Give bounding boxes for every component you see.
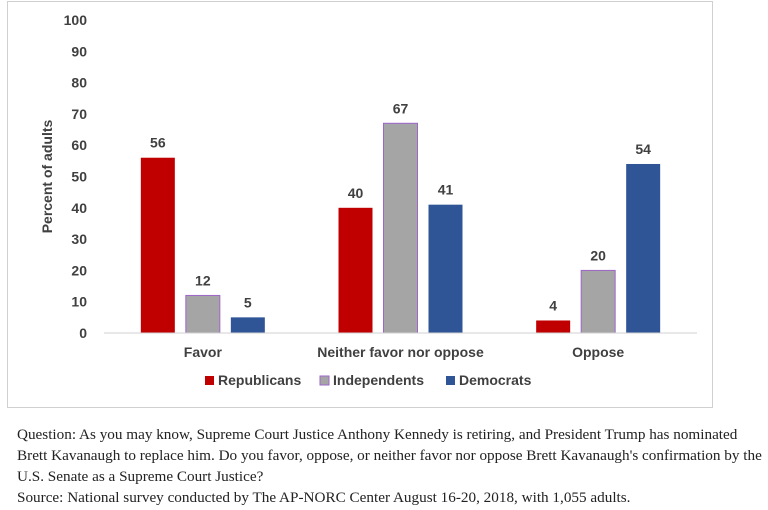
bar	[140, 157, 175, 333]
y-tick-label: 80	[71, 75, 87, 91]
y-tick-label: 60	[71, 137, 87, 153]
legend-swatch	[205, 376, 214, 385]
bar	[536, 320, 571, 333]
legend-label: Democrats	[459, 372, 532, 388]
legend-swatch	[319, 375, 330, 386]
legend-label: Independents	[333, 372, 424, 388]
data-label: 5	[244, 294, 252, 310]
y-tick-label: 90	[71, 43, 87, 59]
chart-caption: Question: As you may know, Supreme Court…	[17, 424, 767, 508]
data-label: 56	[150, 135, 166, 151]
data-label: 54	[635, 141, 651, 157]
legend: Republicans Independents Democrats	[205, 372, 532, 388]
bar	[580, 269, 616, 334]
x-tick-label: Oppose	[572, 344, 624, 360]
x-tick-label: Neither favor nor oppose	[317, 344, 484, 360]
data-label: 4	[549, 297, 557, 313]
x-axis: Favor Neither favor nor oppose Oppose	[104, 332, 697, 360]
y-tick-label: 100	[64, 12, 88, 28]
legend-swatch	[446, 376, 455, 385]
y-tick-label: 40	[71, 200, 87, 216]
bar	[338, 207, 373, 333]
data-label: 40	[348, 185, 364, 201]
legend-label: Republicans	[218, 372, 301, 388]
source-text: Source: National survey conducted by The…	[17, 489, 631, 506]
question-text: Question: As you may know, Supreme Court…	[17, 426, 762, 485]
y-tick-label: 20	[71, 262, 87, 278]
bars: 56 12 5 40 67 41 4 20 54	[140, 100, 661, 334]
y-tick-label: 70	[71, 106, 87, 122]
y-tick-label: 0	[79, 325, 87, 341]
data-label: 67	[393, 100, 409, 116]
bar	[230, 317, 265, 333]
bar	[185, 294, 221, 334]
bar	[626, 163, 661, 333]
bar	[383, 122, 418, 334]
y-tick-label: 50	[71, 169, 87, 185]
data-label: 20	[590, 247, 606, 263]
y-tick-label: 10	[71, 294, 87, 310]
bar	[428, 204, 463, 333]
y-tick-label: 30	[71, 231, 87, 247]
y-axis: 0 10 20 30 40 50 60 70 80 90 100	[64, 12, 88, 341]
chart-frame	[7, 1, 713, 408]
y-axis-title: Percent of adults	[39, 120, 55, 234]
data-label: 12	[195, 272, 211, 288]
x-tick-label: Favor	[184, 344, 223, 360]
data-label: 41	[438, 182, 454, 198]
